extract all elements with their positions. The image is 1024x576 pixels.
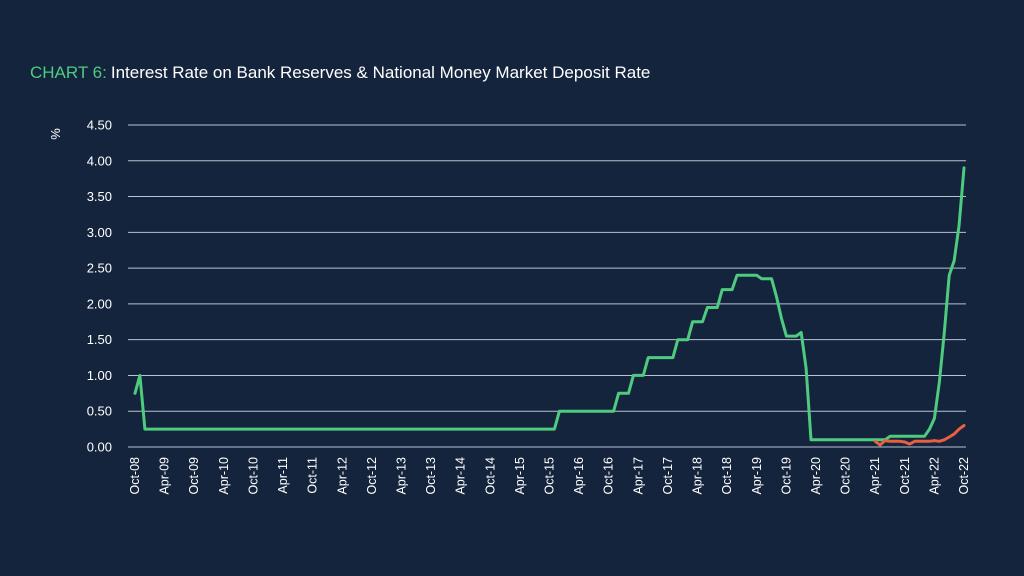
chart-title-prefix: CHART 6: xyxy=(30,63,107,82)
x-tick-label: Oct-09 xyxy=(187,457,201,495)
x-tick-label: Apr-21 xyxy=(868,457,882,495)
y-tick-label: 4.00 xyxy=(87,153,112,168)
y-axis-ticks: 0.00 0.50 1.00 1.50 2.00 2.50 3.00 3.50 4.00 4.50 xyxy=(87,118,112,455)
x-tick-label: Apr-20 xyxy=(809,457,823,495)
x-tick-label: Oct-22 xyxy=(957,457,971,495)
y-tick-label: 3.50 xyxy=(87,189,112,204)
y-tick-label: 0.00 xyxy=(87,440,112,455)
x-tick-label: Apr-09 xyxy=(158,457,172,495)
x-tick-label: Apr-14 xyxy=(454,457,468,495)
x-tick-label: Apr-17 xyxy=(631,457,645,495)
y-tick-label: 2.50 xyxy=(87,261,112,276)
x-tick-label: Oct-21 xyxy=(898,457,912,495)
x-tick-label: Apr-10 xyxy=(217,457,231,495)
x-tick-label: Apr-15 xyxy=(513,457,527,495)
chart-title: CHART 6: Interest Rate on Bank Reserves &… xyxy=(30,63,650,83)
x-tick-label: Oct-15 xyxy=(543,457,557,495)
y-axis-label: % xyxy=(48,128,63,140)
series-line-2 xyxy=(873,424,966,447)
chart-title-text: Interest Rate on Bank Reserves & Nationa… xyxy=(110,63,651,82)
x-tick-label: Oct-12 xyxy=(365,457,379,495)
x-tick-label: Oct-08 xyxy=(128,457,142,495)
x-tick-label: Apr-13 xyxy=(394,457,408,495)
y-tick-label: 1.00 xyxy=(87,368,112,383)
x-tick-label: Oct-13 xyxy=(424,457,438,495)
y-tick-label: 1.50 xyxy=(87,332,112,347)
x-tick-label: Oct-17 xyxy=(661,457,675,495)
series-line-1 xyxy=(133,166,966,442)
grid-lines xyxy=(128,124,966,448)
x-tick-label: Apr-11 xyxy=(276,457,290,494)
x-axis-ticks: Oct-08 Apr-09 Oct-09 Apr-10 Oct-10 Apr-11 Oct-… xyxy=(128,457,971,495)
x-tick-label: Apr-19 xyxy=(750,457,764,495)
y-tick-label: 3.00 xyxy=(87,225,112,240)
x-tick-label: Oct-18 xyxy=(720,457,734,495)
x-tick-label: Oct-16 xyxy=(602,457,616,495)
x-tick-label: Oct-14 xyxy=(483,457,497,495)
x-tick-label: Oct-10 xyxy=(246,457,260,495)
x-tick-label: Oct-20 xyxy=(839,457,853,495)
x-tick-label: Apr-12 xyxy=(335,457,349,495)
y-tick-label: 4.50 xyxy=(87,118,112,133)
series-lines xyxy=(133,166,966,447)
x-tick-label: Oct-11 xyxy=(306,457,320,494)
x-tick-label: Apr-22 xyxy=(927,457,941,495)
x-tick-label: Apr-18 xyxy=(691,457,705,495)
x-tick-label: Apr-16 xyxy=(572,457,586,495)
y-tick-label: 2.00 xyxy=(87,296,112,311)
y-tick-label: 0.50 xyxy=(87,404,112,419)
x-tick-label: Oct-19 xyxy=(779,457,793,495)
